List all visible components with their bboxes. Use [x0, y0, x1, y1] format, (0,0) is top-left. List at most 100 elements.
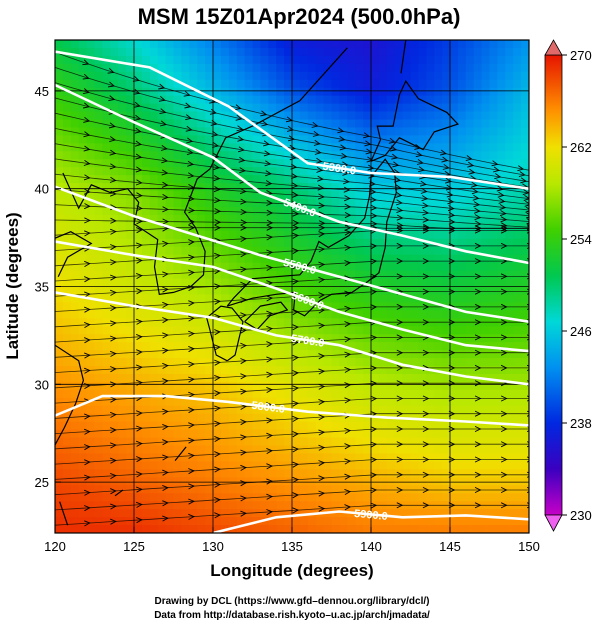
heat-cell — [126, 254, 135, 264]
heat-cell — [473, 389, 483, 399]
heat-cell — [426, 326, 435, 335]
heat-cell — [418, 389, 427, 399]
wind-streamlines — [55, 51, 529, 527]
heat-cell — [165, 63, 175, 73]
heat-cell — [284, 397, 293, 407]
heat-cell — [181, 509, 190, 518]
heat-cell — [205, 485, 214, 494]
heat-cell — [189, 381, 198, 391]
heat-cell — [244, 47, 254, 57]
heat-cell — [505, 159, 514, 168]
wind-arrow-head — [263, 140, 270, 147]
heat-cell — [220, 334, 230, 343]
heat-cell — [489, 278, 498, 288]
heat-cell — [426, 47, 435, 57]
heat-cell — [442, 429, 451, 439]
heat-cell — [189, 469, 198, 478]
heat-cell — [442, 47, 451, 57]
heat-cell — [284, 501, 293, 510]
wind-arrow-head — [291, 182, 299, 189]
heat-cell — [473, 493, 483, 502]
heat-cell — [473, 246, 483, 256]
wind-arrow-head — [266, 209, 274, 216]
wind-arrow-head — [188, 207, 196, 214]
wind-arrow-head — [188, 407, 195, 414]
heat-cell — [473, 358, 483, 367]
wind-arrow-head — [474, 486, 482, 494]
heat-cell — [426, 206, 435, 216]
wind-arrow-head — [499, 210, 507, 217]
wind-arrow-head — [188, 195, 195, 202]
heat-cell — [315, 87, 325, 97]
heat-cell — [220, 87, 230, 97]
heat-cell — [505, 350, 514, 359]
heat-cell — [410, 334, 419, 343]
wind-arrow-head — [188, 422, 195, 429]
heat-cell — [70, 517, 80, 526]
heat-cell — [276, 246, 285, 256]
heat-cell — [521, 334, 529, 343]
heat-cell — [521, 71, 529, 81]
heat-cell — [473, 159, 483, 168]
heat-cell — [465, 517, 475, 526]
heat-cell — [307, 294, 317, 303]
heat-cell — [442, 63, 451, 73]
heat-cell — [94, 127, 103, 137]
heat-cell — [505, 143, 514, 152]
heat-cell — [228, 119, 238, 129]
heat-cell — [442, 445, 451, 455]
heat-cell — [126, 119, 135, 129]
heat-cell — [315, 183, 325, 192]
heat-cell — [315, 47, 325, 57]
heat-cell — [276, 111, 285, 121]
heat-cell — [331, 246, 340, 256]
heat-cell — [157, 318, 167, 327]
heat-cell — [118, 310, 127, 319]
heat-cell — [402, 79, 412, 89]
heat-cell — [299, 111, 309, 121]
heat-cell — [481, 525, 491, 533]
heat-cell — [426, 469, 435, 478]
heat-cell — [157, 111, 167, 121]
heat-cell — [181, 47, 190, 57]
heat-cell — [118, 79, 127, 89]
heat-cell — [299, 461, 309, 470]
heat-cell — [228, 469, 238, 478]
heat-cell — [292, 79, 301, 89]
heat-cell — [339, 103, 348, 113]
heat-cell — [197, 437, 206, 447]
heat-cell — [149, 294, 159, 303]
wind-arrow-head — [110, 259, 117, 266]
heat-cell — [331, 167, 340, 176]
heat-cell — [102, 183, 111, 192]
wind-arrow-head — [344, 229, 352, 236]
heat-cell — [118, 199, 127, 208]
heat-cell — [363, 413, 372, 423]
heat-cell — [157, 413, 167, 423]
heat-cell — [457, 238, 467, 248]
heat-cell — [62, 286, 72, 296]
wind-arrow-head — [500, 334, 508, 341]
heat-cell — [149, 381, 159, 391]
heat-cell — [244, 175, 254, 184]
heat-cell — [497, 119, 506, 129]
heat-cell — [157, 199, 167, 208]
wind-arrow-head — [183, 90, 191, 97]
heat-cell — [489, 127, 498, 137]
heat-cell — [126, 334, 135, 343]
wind-arrow-head — [318, 460, 326, 467]
heat-cell — [473, 135, 483, 144]
heat-cell — [371, 135, 380, 144]
heat-cell — [213, 453, 222, 463]
heat-cell — [205, 493, 214, 502]
heat-cell — [110, 358, 119, 367]
heat-cell — [386, 71, 396, 81]
heat-cell — [252, 175, 261, 184]
heat-cell — [220, 55, 230, 65]
wind-arrow-head — [370, 487, 378, 494]
heat-cell — [189, 95, 198, 105]
heat-cell — [386, 40, 396, 49]
wind-arrow-head — [292, 476, 300, 483]
wind-arrow-head — [83, 160, 91, 166]
heat-cell — [339, 413, 348, 423]
